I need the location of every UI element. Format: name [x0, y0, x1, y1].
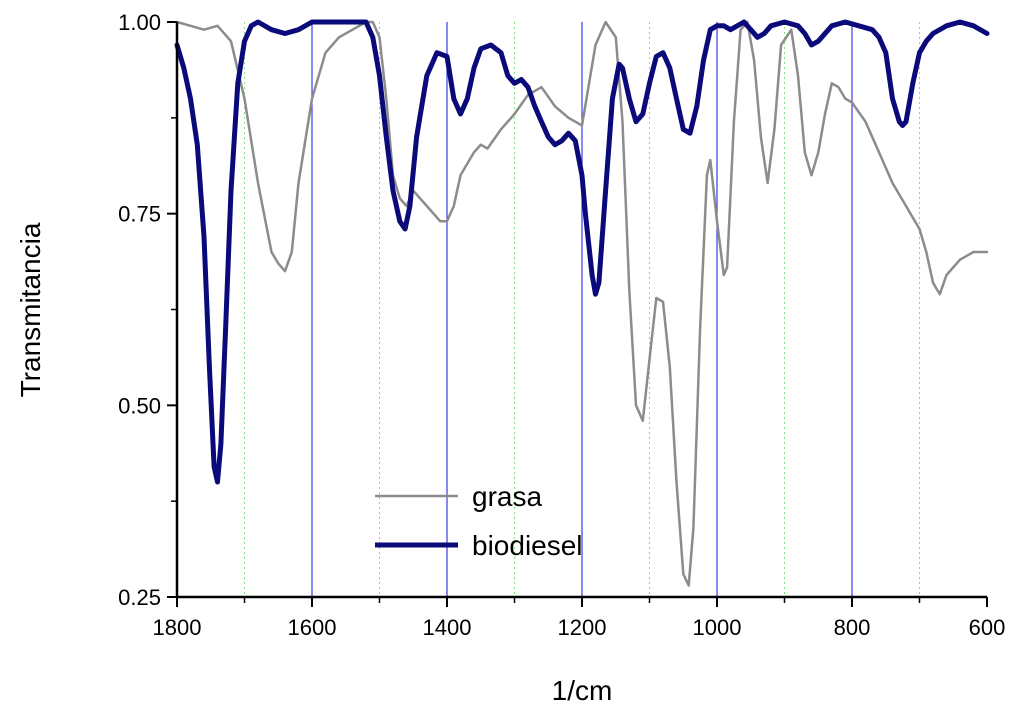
y-tick-label: 1.00 [118, 10, 161, 35]
x-axis-label: 1/cm [552, 675, 613, 706]
x-tick-label: 1800 [153, 615, 202, 640]
y-axis-label: Transmitancia [15, 222, 46, 397]
series-line-biodiesel [174, 19, 990, 485]
series-line-grasa [175, 20, 989, 587]
x-tick-label: 1000 [693, 615, 742, 640]
y-tick-label: 0.25 [118, 585, 161, 610]
y-tick-label: 0.75 [118, 202, 161, 227]
legend: grasa biodiesel [375, 481, 583, 561]
y-tick-label: 0.50 [118, 393, 161, 418]
legend-label-biodiesel: biodiesel [472, 530, 583, 561]
x-tick-label: 600 [969, 615, 1006, 640]
grid-lines [244, 22, 920, 597]
x-tick-label: 1200 [558, 615, 607, 640]
ticks: 1800 1600 1400 1200 1000 800 600 0.25 0.50 0.75 1.… [118, 10, 1005, 640]
x-tick-label: 1400 [423, 615, 472, 640]
x-tick-label: 1600 [288, 615, 337, 640]
legend-label-grasa: grasa [472, 481, 542, 512]
series-layer [174, 19, 990, 587]
x-tick-label: 800 [834, 615, 871, 640]
